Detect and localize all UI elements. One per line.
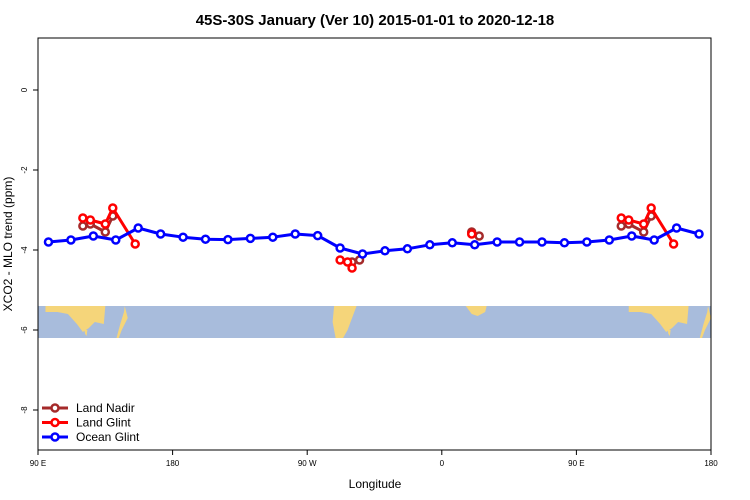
ocean-glint-point	[380, 246, 390, 256]
ocean-glint-point	[671, 223, 682, 233]
legend-label-ocean-glint: Ocean Glint	[76, 430, 140, 444]
ocean-glint-point	[312, 230, 323, 241]
x-tick-label: 180	[166, 459, 180, 468]
y-tick-label: 0	[20, 87, 29, 92]
series-layer	[43, 203, 704, 273]
ocean-glint-line	[48, 226, 700, 256]
land-glint-point	[466, 229, 477, 239]
ocean-glint-point	[357, 249, 368, 259]
land-glint-point	[335, 255, 345, 265]
legend-marker-land-nadir	[50, 403, 60, 413]
y-tick-label: -8	[20, 406, 29, 414]
ocean-glint-point	[200, 234, 211, 244]
map-strip	[38, 306, 711, 338]
ocean-glint-point	[268, 232, 278, 242]
y-tick-label: -6	[20, 326, 29, 334]
plot-frame	[37, 37, 712, 451]
legend-marker-ocean-glint	[50, 432, 60, 442]
land-glint-point	[108, 203, 118, 213]
ocean-glint-point	[335, 243, 345, 253]
land-glint-point	[78, 213, 88, 223]
y-axis: 0 -2 -4 -6 -8	[20, 87, 38, 414]
x-tick-label: 90 E	[30, 459, 46, 468]
land-glint-point	[130, 239, 140, 249]
ocean-glint-point	[469, 240, 480, 250]
map-land-tasmania	[84, 330, 88, 336]
ocean-glint-point	[245, 233, 256, 244]
land-nadir-point	[100, 227, 111, 237]
ocean-glint-point	[559, 238, 570, 248]
ocean-glint-point	[88, 231, 99, 241]
ocean-glint-point	[582, 237, 592, 247]
y-axis-label: XCO2 - MLO trend (ppm)	[1, 177, 15, 312]
land-glint-point	[342, 257, 353, 267]
y-tick-label: -2	[20, 166, 29, 174]
ocean-glint-point	[402, 244, 413, 254]
ocean-glint-point	[155, 229, 166, 239]
legend-label-land-glint: Land Glint	[76, 416, 131, 430]
y-tick-label: -4	[20, 246, 29, 254]
map-land-new-zealand	[116, 306, 128, 338]
land-glint-point	[668, 239, 679, 249]
land-glint-point	[646, 203, 656, 213]
land-glint-point	[638, 219, 649, 229]
ocean-glint-point	[604, 235, 615, 245]
ocean-glint-point	[43, 237, 54, 247]
ocean-glint-point	[649, 235, 659, 245]
map-land-australia-2	[628, 306, 689, 332]
ocean-glint-point	[223, 234, 233, 245]
ocean-glint-point	[492, 237, 502, 247]
x-tick-label: 0	[440, 459, 445, 468]
map-land-south-africa	[465, 306, 487, 316]
ocean-glint-point	[626, 231, 637, 241]
land-nadir-point	[616, 221, 627, 231]
land-nadir-point	[474, 231, 484, 241]
ocean-glint-point	[694, 229, 704, 239]
ocean-glint-point	[447, 238, 458, 248]
legend-label-land-nadir: Land Nadir	[76, 401, 135, 415]
ocean-glint-point	[178, 232, 188, 242]
x-axis-label: Longitude	[349, 477, 402, 491]
x-tick-label: 180	[704, 459, 718, 468]
x-axis: 90 E 180 90 W 0 90 E 180	[30, 450, 718, 468]
land-glint-point	[616, 213, 627, 223]
ocean-glint-point	[425, 240, 435, 250]
ocean-glint-point	[514, 237, 525, 247]
land-glint-point	[85, 215, 96, 225]
map-ocean	[38, 306, 711, 338]
land-glint-point	[100, 219, 111, 229]
land-glint-point	[623, 215, 634, 225]
chart-title: 45S-30S January (Ver 10) 2015-01-01 to 2…	[196, 12, 555, 29]
ocean-glint-point	[66, 235, 76, 245]
map-land-tasmania-2	[667, 330, 671, 336]
map-land-australia	[45, 306, 106, 332]
land-glint-point	[347, 263, 357, 273]
map-land-new-zealand-2	[699, 306, 711, 338]
ocean-glint-point	[290, 229, 300, 239]
ocean-glint-point	[537, 237, 547, 247]
map-land-south-america	[332, 306, 357, 338]
x-tick-label: 90 W	[298, 459, 317, 468]
ocean-glint-point	[133, 223, 143, 233]
land-nadir-point	[78, 221, 88, 231]
land-nadir-point	[638, 227, 649, 237]
legend-marker-land-glint	[50, 417, 60, 428]
ocean-glint-point	[111, 235, 121, 245]
x-tick-label: 90 E	[568, 459, 584, 468]
